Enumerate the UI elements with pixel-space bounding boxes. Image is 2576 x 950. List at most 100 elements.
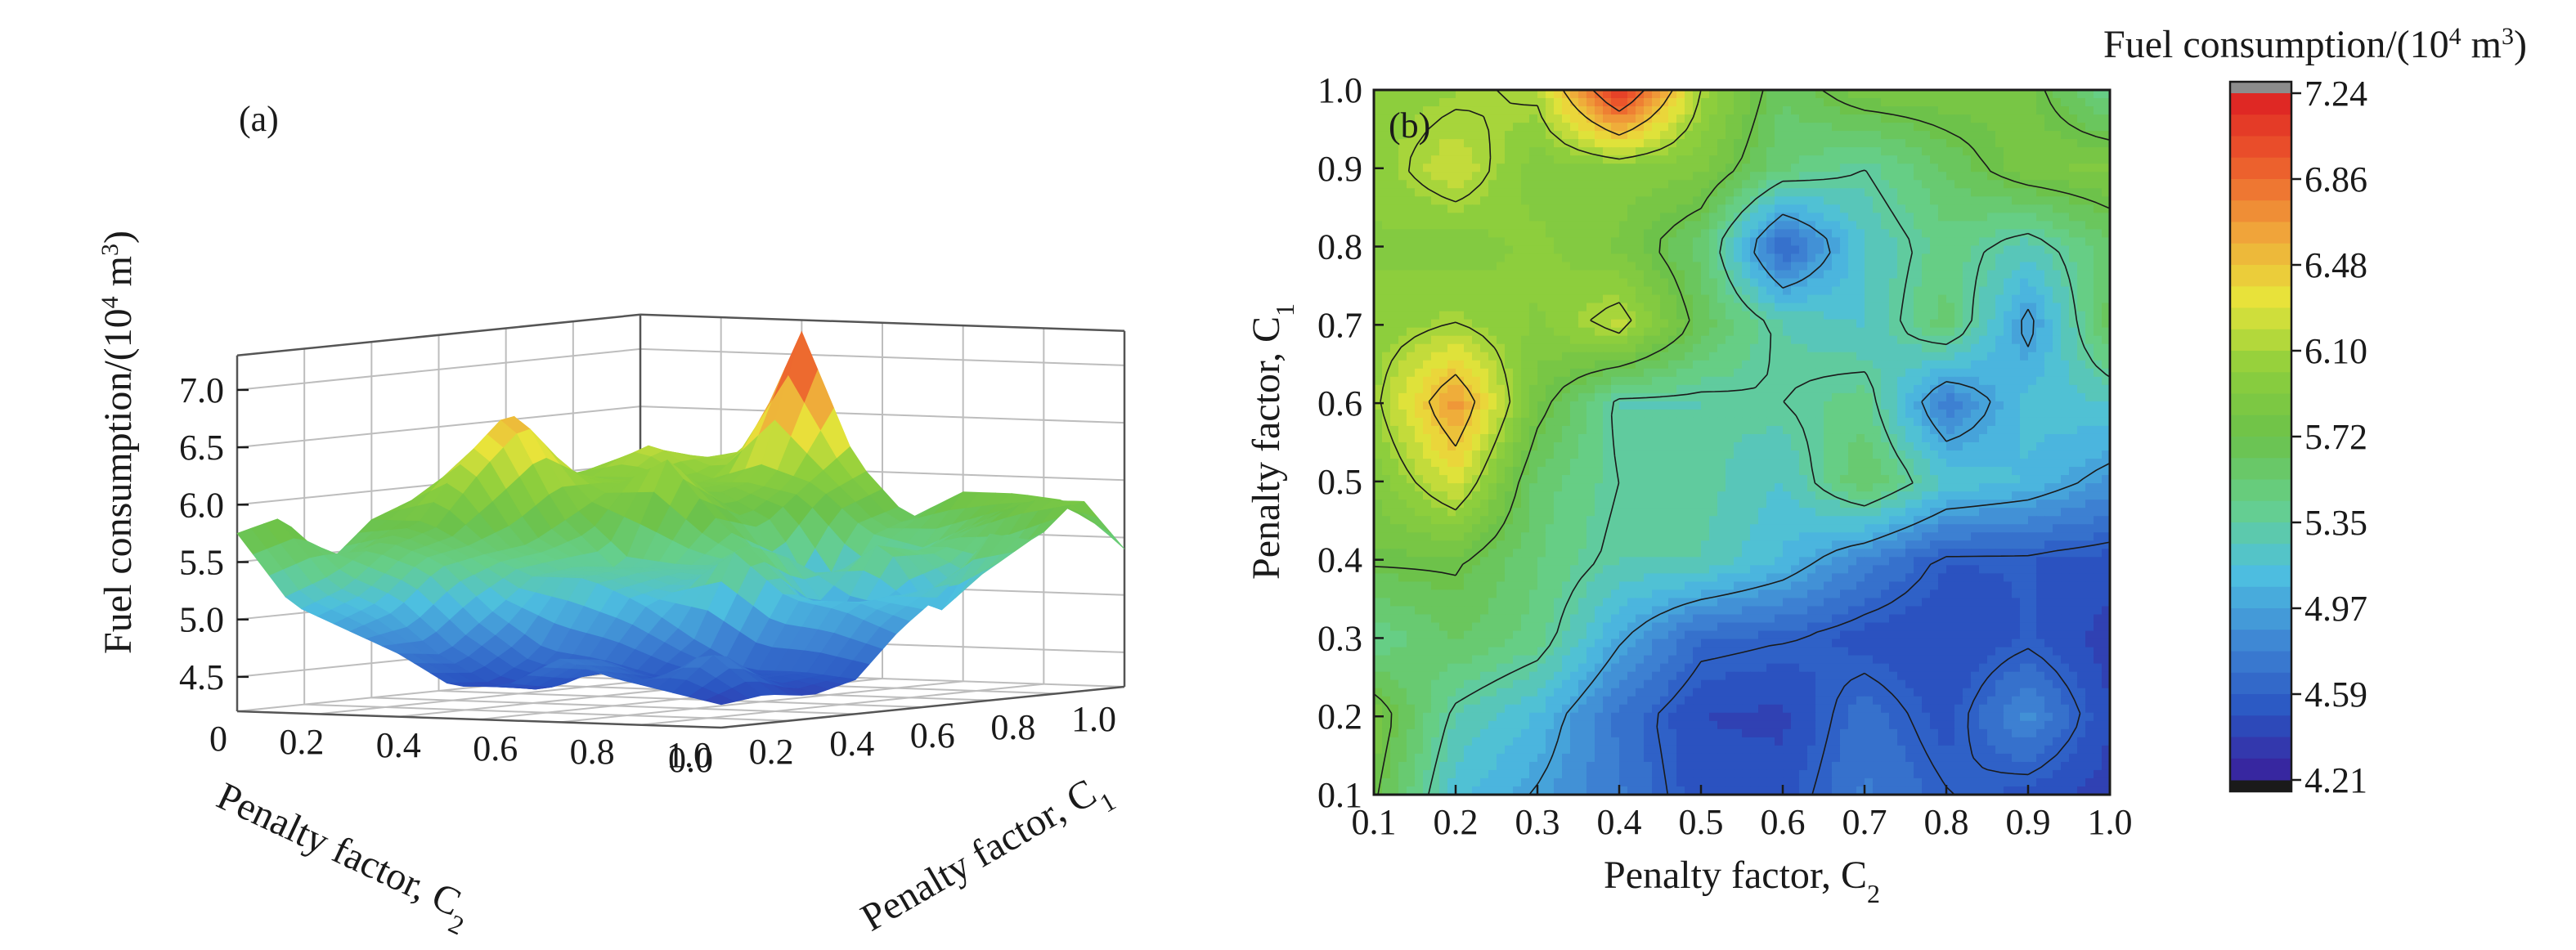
contour-cell — [1480, 204, 1489, 213]
contour-cell — [1423, 172, 1432, 181]
contour-cell — [2077, 369, 2086, 378]
contour-cell — [1922, 164, 1931, 173]
contour-cell — [1480, 213, 1489, 222]
contour-cell — [1775, 369, 1784, 378]
contour-cell — [1611, 123, 1620, 132]
contour-cell — [1963, 155, 1972, 164]
contour-cell — [1914, 279, 1923, 288]
contour-cell — [1914, 164, 1923, 173]
contour-cell — [1840, 114, 1849, 123]
contour-cell — [1472, 164, 1481, 173]
contour-cell — [1726, 352, 1735, 361]
contour-cell — [1799, 139, 1808, 148]
contour-cell — [1668, 196, 1677, 205]
contour-cell — [1946, 204, 1955, 213]
contour-cell — [1848, 336, 1857, 345]
contour-cell — [1783, 98, 1792, 107]
contour-cell — [1480, 320, 1489, 329]
contour-cell — [1726, 213, 1735, 222]
contour-cell — [1554, 369, 1563, 378]
contour-cell — [1497, 237, 1506, 246]
contour-cell — [1807, 229, 1816, 238]
contour-cell — [1464, 131, 1473, 140]
contour-cell — [1529, 352, 1538, 361]
contour-cell — [1537, 155, 1546, 164]
contour-cell — [1570, 303, 1579, 312]
contour-cell — [2020, 279, 2029, 288]
contour-cell — [1554, 410, 1563, 419]
contour-cell — [1914, 401, 1923, 410]
contour-cell — [1832, 303, 1841, 312]
contour-cell — [1930, 369, 1939, 378]
contour-cell — [1603, 90, 1612, 99]
contour-cell — [1963, 410, 1972, 419]
contour-cell — [1685, 328, 1694, 337]
contour-cell — [1971, 131, 1980, 140]
contour-cell — [2028, 377, 2037, 386]
contour-cell — [2044, 279, 2053, 288]
contour-cell — [1497, 393, 1506, 402]
contour-cell — [1644, 361, 1653, 370]
contour-cell — [1431, 311, 1440, 320]
contour-cell — [1488, 401, 1497, 410]
contour-cell — [1546, 245, 1555, 254]
contour-cell — [2094, 188, 2103, 197]
contour-cell — [1807, 295, 1816, 304]
contour-cell — [1685, 450, 1694, 459]
contour-cell — [1889, 287, 1898, 296]
contour-cell — [1775, 434, 1784, 443]
contour-cell — [1529, 418, 1538, 427]
contour-cell — [1726, 196, 1735, 205]
contour-cell — [1791, 369, 1800, 378]
contour-cell — [1726, 237, 1735, 246]
contour-cell — [1954, 139, 1963, 148]
contour-cell — [1619, 295, 1628, 304]
contour-cell — [1570, 271, 1579, 280]
contour-cell — [2036, 98, 2045, 107]
contour-cell — [1971, 426, 1980, 435]
contour-cell — [1914, 262, 1923, 271]
contour-cell — [1742, 237, 1751, 246]
contour-cell — [2053, 369, 2062, 378]
contour-cell — [1840, 245, 1849, 254]
contour-cell — [1905, 139, 1914, 148]
contour-cell — [1824, 98, 1833, 107]
contour-cell — [1905, 131, 1914, 140]
contour-cell — [1660, 336, 1669, 345]
contour-cell — [1431, 434, 1440, 443]
contour-cell — [1398, 320, 1407, 329]
contour-cell — [2036, 385, 2045, 394]
contour-cell — [1652, 442, 1661, 451]
contour-cell — [1881, 90, 1890, 99]
contour-cell — [1750, 262, 1759, 271]
contour-cell — [1627, 434, 1636, 443]
contour-cell — [1726, 426, 1735, 435]
contour-cell — [1652, 361, 1661, 370]
contour-cell — [1758, 245, 1767, 254]
contour-cell — [1595, 361, 1604, 370]
contour-cell — [1709, 352, 1718, 361]
contour-cell — [1824, 311, 1833, 320]
contour-cell — [1644, 377, 1653, 386]
contour-cell — [1865, 98, 1874, 107]
contour-cell — [1914, 320, 1923, 329]
contour-cell — [1775, 204, 1784, 213]
contour-cell — [1668, 123, 1677, 132]
contour-cell — [1775, 352, 1784, 361]
contour-cell — [1595, 352, 1604, 361]
contour-cell — [1398, 442, 1407, 451]
contour-cell — [1513, 172, 1522, 181]
contour-cell — [2053, 352, 2062, 361]
contour-cell — [1734, 90, 1743, 99]
contour-cell — [1529, 245, 1538, 254]
contour-cell — [1791, 90, 1800, 99]
contour-cell — [1439, 410, 1448, 419]
contour-cell — [1897, 385, 1906, 394]
contour-cell — [1693, 352, 1702, 361]
contour-cell — [1644, 295, 1653, 304]
contour-cell — [2004, 188, 2013, 197]
contour-cell — [1701, 221, 1710, 230]
contour-cell — [2028, 344, 2037, 353]
contour-cell — [1521, 139, 1530, 148]
contour-cell — [1546, 385, 1555, 394]
